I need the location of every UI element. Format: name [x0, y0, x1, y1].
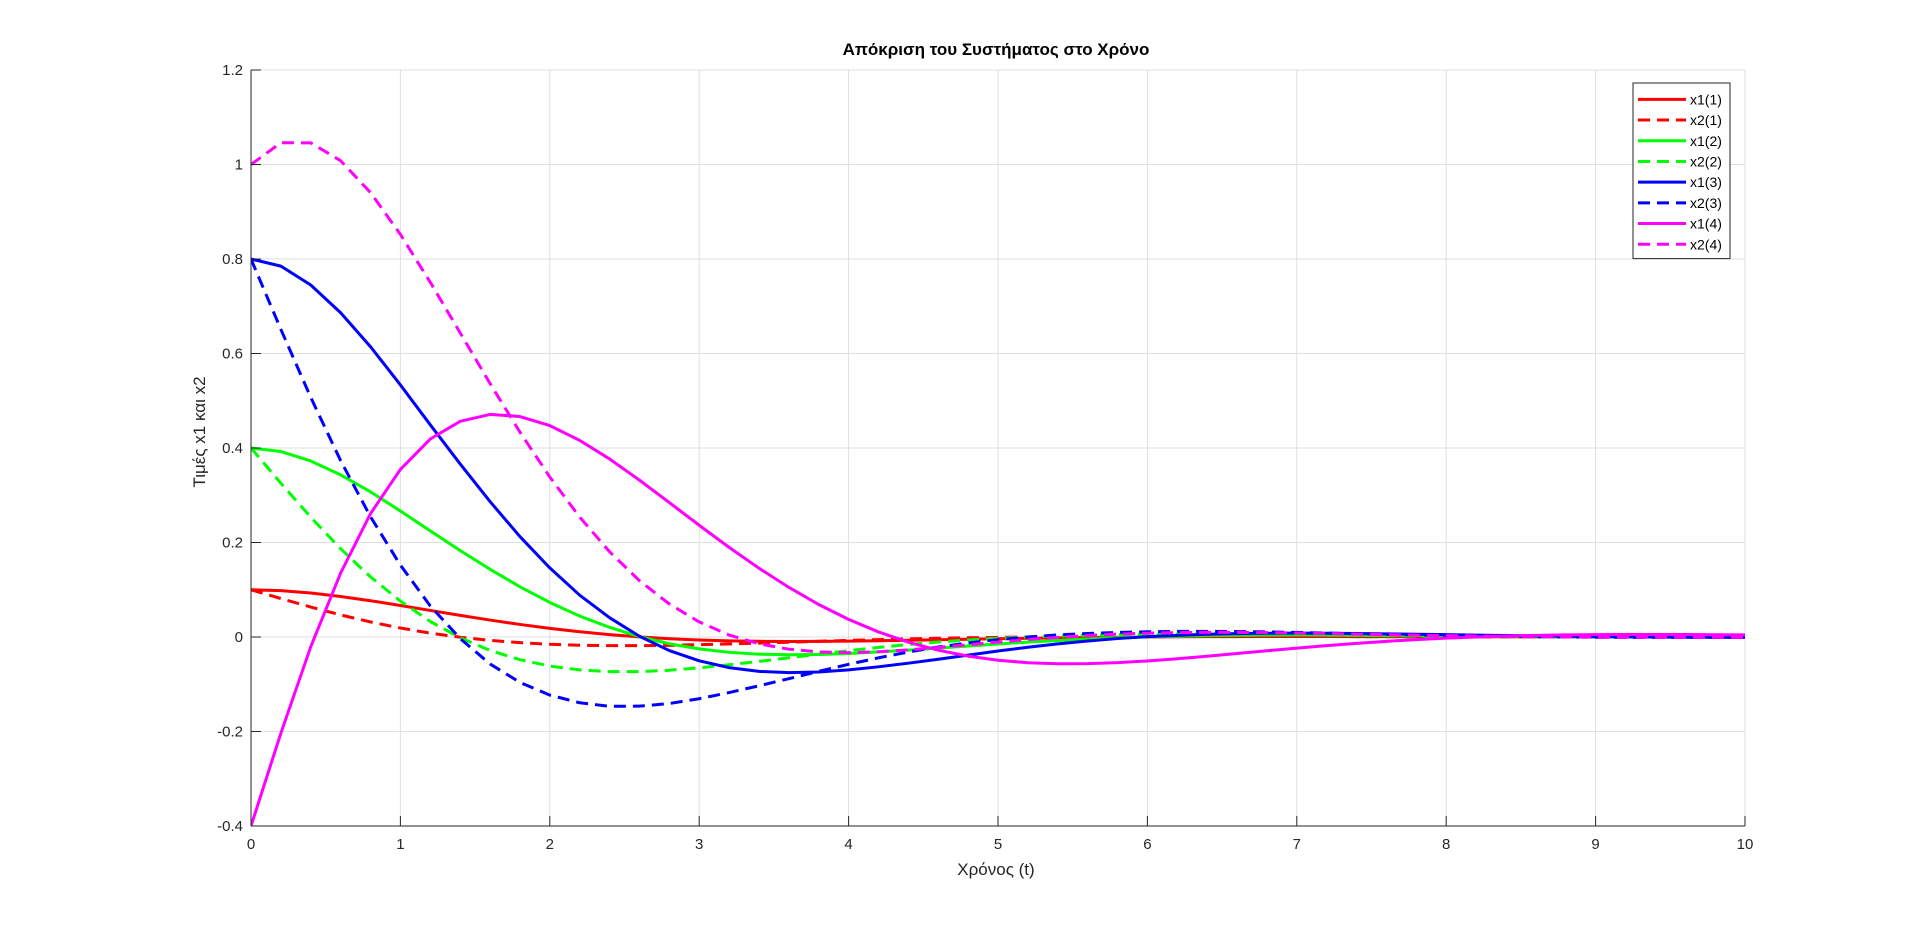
y-tick-label: -0.4: [217, 818, 243, 835]
series-line-x2(1): [251, 588, 1745, 648]
x-tick-label: 8: [1442, 836, 1450, 853]
series-lines: [251, 141, 1745, 826]
y-tick-label: 0.2: [222, 535, 243, 552]
x-tick-label: 1: [396, 836, 404, 853]
x-axis: 0 1 2 3 4 5 6 7 8 9 10: [247, 816, 1754, 853]
legend-label-x1(4): x1(4): [1690, 216, 1722, 232]
y-axis: -0.4 -0.2 0 0.2 0.4 0.6 0.8 1 1.2: [217, 62, 261, 835]
series-line-x2(4): [251, 141, 1745, 655]
y-axis-label: Τιμές x1 και x2: [190, 376, 209, 487]
legend-label-x2(1): x2(1): [1690, 112, 1722, 128]
legend-label-x2(3): x2(3): [1690, 195, 1722, 211]
chart-title: Απόκριση του Συστήματος στο Χρόνο: [843, 40, 1150, 59]
legend-box: [1632, 82, 1731, 260]
legend-label-x1(3): x1(3): [1690, 174, 1722, 190]
y-tick-label: 0.8: [222, 251, 243, 268]
x-tick-label: 2: [546, 836, 554, 853]
x-tick-label: 7: [1293, 836, 1301, 853]
x-axis-label: Χρόνος (t): [957, 860, 1034, 879]
y-tick-label: 0.6: [222, 346, 243, 363]
plot-area: 0 1 2 3 4 5 6 7 8 9 10 -0.4 -0.2 0 0.2 0.4 0.6 0.8 1 1.2: [217, 62, 1753, 853]
y-tick-label: -0.2: [217, 724, 243, 741]
x-tick-label: 5: [994, 836, 1002, 853]
y-tick-label: 1: [235, 157, 243, 174]
x-tick-label: 4: [844, 836, 852, 853]
legend[interactable]: x1(1) x2(1) x1(2) x2(2) x1(3) x2(3) x1(4) x2(4): [1632, 82, 1731, 260]
x-tick-label: 0: [247, 836, 255, 853]
x-tick-label: 10: [1737, 836, 1754, 853]
grid-lines: [250, 69, 1746, 827]
x-tick-label: 9: [1591, 836, 1599, 853]
y-tick-label: 0: [235, 629, 243, 646]
y-tick-label: 1.2: [222, 62, 243, 79]
x-tick-label: 3: [695, 836, 703, 853]
legend-label-x1(1): x1(1): [1690, 91, 1722, 107]
series-line-x2(3): [251, 258, 1745, 708]
legend-label-x2(4): x2(4): [1690, 236, 1722, 252]
series-line-x2(2): [251, 447, 1745, 674]
x-tick-label: 6: [1143, 836, 1151, 853]
legend-label-x1(2): x1(2): [1690, 133, 1722, 149]
y-tick-label: 0.4: [222, 440, 243, 457]
legend-label-x2(2): x2(2): [1690, 153, 1722, 169]
